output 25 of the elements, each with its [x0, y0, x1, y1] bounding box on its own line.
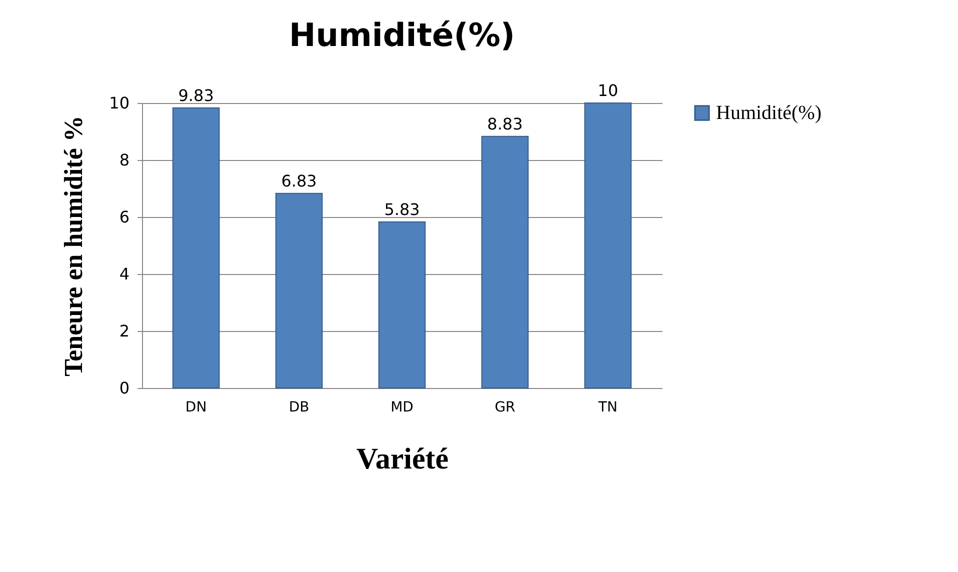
y-tick-label: 4: [119, 264, 130, 284]
data-label: 5.83: [384, 200, 420, 219]
y-tick-label: 8: [119, 150, 130, 170]
y-tick-label: 10: [109, 94, 130, 112]
bar: [275, 192, 323, 388]
data-label: 8.83: [487, 114, 523, 134]
y-tick-label: 6: [119, 208, 130, 226]
data-label: 10: [598, 81, 618, 100]
x-tick-label: DB: [288, 400, 310, 416]
chart-title: Humidité(%): [288, 16, 516, 54]
bar: [172, 107, 220, 388]
x-axis-title: Variété: [356, 442, 449, 476]
x-tick-label: MD: [390, 400, 414, 416]
x-tick-label: DN: [185, 400, 207, 416]
data-label: 6.83: [281, 171, 317, 190]
bar: [481, 136, 529, 388]
y-axis-title: Teneure en humidité %: [59, 116, 88, 376]
x-tick-label: TN: [597, 400, 618, 416]
bar: [584, 102, 632, 388]
y-tick-label: 0: [119, 378, 130, 398]
y-tick-label: 2: [119, 322, 130, 340]
bar: [378, 221, 426, 388]
x-tick-label: GR: [494, 400, 516, 416]
legend-label: Humidité(%): [716, 102, 822, 124]
data-label: 9.83: [178, 86, 214, 105]
